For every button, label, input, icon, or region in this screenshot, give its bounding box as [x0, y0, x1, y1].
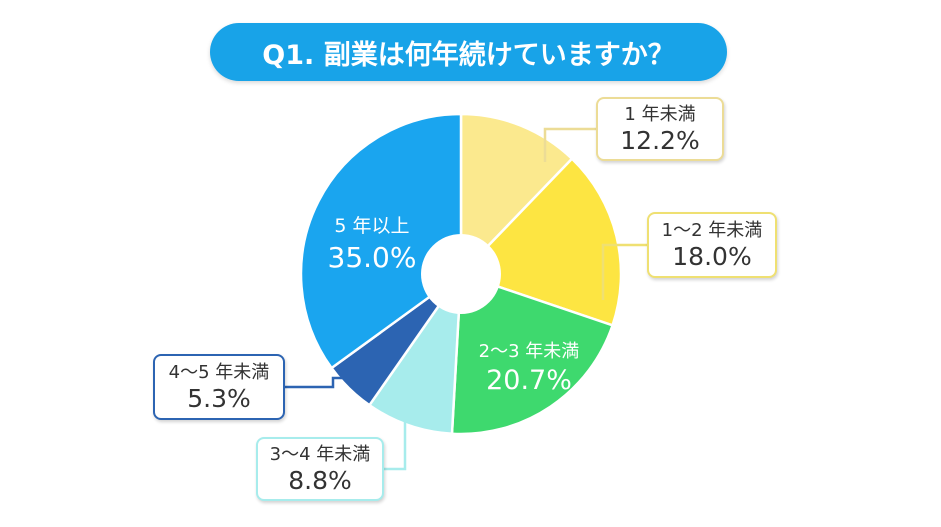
callout-1to2: 1〜2 年未満 18.0% — [647, 212, 777, 278]
callout-label: 3〜4 年未満 — [269, 443, 371, 465]
slice-3to4 — [367, 269, 463, 436]
leader-under-1 — [543, 127, 596, 162]
callout-4to5: 4〜5 年未満 5.3% — [153, 354, 285, 420]
slice-2to3-name: 2〜3 年未満 — [479, 341, 580, 362]
callout-value: 8.8% — [288, 465, 352, 495]
slice-2to3 — [450, 272, 615, 436]
pie-slices — [299, 112, 623, 436]
leader-4to5 — [285, 376, 348, 389]
slice-5plus-value: 35.0% — [328, 241, 417, 274]
slice-label-2to3: 2〜3 年未満 20.7% — [479, 341, 580, 396]
callout-label: 1〜2 年未満 — [661, 219, 763, 241]
slice-label-big: 5 年以上 35.0% — [328, 215, 417, 274]
slice-5plus-name: 5 年以上 — [334, 215, 409, 237]
callout-label: 1 年未満 — [624, 103, 696, 125]
callout-label: 4〜5 年未満 — [168, 361, 270, 383]
callout-under-1: 1 年未満 12.2% — [596, 97, 724, 161]
leader-3to4 — [384, 402, 407, 471]
callout-3to4: 3〜4 年未満 8.8% — [256, 437, 384, 501]
callout-value: 12.2% — [620, 125, 700, 155]
chart-title: Q1. 副業は何年続けていますか？ — [210, 23, 727, 81]
donut-hole — [421, 234, 501, 314]
slice-1to2 — [458, 156, 623, 327]
callout-value: 18.0% — [672, 241, 752, 271]
slice-2to3-value: 20.7% — [486, 365, 572, 396]
callout-leaders — [285, 127, 647, 471]
slice-5plus — [299, 112, 463, 370]
leader-1to2 — [601, 243, 647, 300]
callout-value: 5.3% — [187, 383, 251, 413]
